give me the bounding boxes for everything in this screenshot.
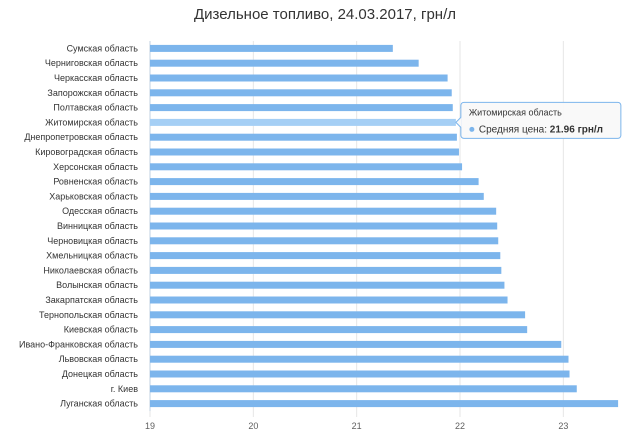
bar[interactable] xyxy=(150,340,562,348)
bar[interactable] xyxy=(150,281,505,289)
category-label: Винницкая область xyxy=(57,221,138,231)
bar[interactable] xyxy=(150,311,526,319)
category-label: Луганская область xyxy=(60,399,138,409)
bar[interactable] xyxy=(150,266,502,274)
bar[interactable] xyxy=(150,178,479,186)
tooltip-value: 21.96 грн/л xyxy=(550,124,603,135)
bar[interactable] xyxy=(150,192,484,200)
category-label: Херсонская область xyxy=(53,162,138,172)
category-label: Днепропетровская область xyxy=(24,132,138,142)
category-label: Сумская область xyxy=(67,43,139,53)
category-label: Киевская область xyxy=(64,325,139,335)
tooltip-pointer-outline xyxy=(455,117,462,128)
bar[interactable] xyxy=(150,207,497,215)
bar[interactable] xyxy=(150,222,498,230)
category-label: Кировоградская область xyxy=(35,147,138,157)
x-tick-label: 23 xyxy=(558,421,568,431)
bar[interactable] xyxy=(150,385,577,393)
bar[interactable] xyxy=(150,370,570,378)
category-label: Львовская область xyxy=(59,354,139,364)
bar[interactable] xyxy=(150,326,528,334)
tooltip-title: Житомирская область xyxy=(469,107,562,117)
category-label: Черниговская область xyxy=(45,58,138,68)
tooltip: Житомирская область Средняя цена: 21.96 г… xyxy=(455,101,622,139)
bar[interactable] xyxy=(150,148,459,156)
bar[interactable] xyxy=(150,296,508,304)
category-label: Закарпатская область xyxy=(45,295,138,305)
category-label: Хмельницкая область xyxy=(46,251,138,261)
bar[interactable] xyxy=(150,252,501,260)
bar[interactable] xyxy=(150,400,619,408)
category-label: Харьковская область xyxy=(49,191,138,201)
category-label: Черкасская область xyxy=(54,73,138,83)
category-label: Николаевская область xyxy=(43,265,138,275)
chart-title: Дизельное топливо, 24.03.2017, грн/л xyxy=(194,6,456,23)
x-tick-label: 22 xyxy=(455,421,465,431)
bar[interactable] xyxy=(150,74,448,82)
bar[interactable] xyxy=(150,44,393,52)
tooltip-series-name: Средняя цена: xyxy=(479,124,550,135)
x-tick-label: 21 xyxy=(352,421,362,431)
category-label: Житомирская область xyxy=(45,117,138,127)
category-label: Одесская область xyxy=(62,206,138,216)
tick-labels: 19 20 21 22 23 xyxy=(145,421,568,431)
bar[interactable] xyxy=(150,133,457,141)
category-label: Донецкая область xyxy=(62,369,138,379)
bar[interactable] xyxy=(150,237,499,245)
bar[interactable] xyxy=(150,89,452,97)
tooltip-series-label: Средняя цена: 21.96 грн/л xyxy=(479,124,603,135)
bar[interactable] xyxy=(150,104,453,112)
category-label: Ровненская область xyxy=(53,177,138,187)
category-labels: Сумская область Черниговская область Черка… xyxy=(19,43,138,408)
category-label: Запорожская область xyxy=(47,88,138,98)
category-label: Полтавская область xyxy=(53,103,138,113)
tooltip-pointer xyxy=(455,117,462,128)
bars xyxy=(150,44,619,408)
category-label: Тернопольская область xyxy=(39,310,138,320)
x-tick-label: 20 xyxy=(248,421,258,431)
tooltip-series-dot xyxy=(469,126,475,132)
bar[interactable] xyxy=(150,163,463,171)
category-label: г. Киев xyxy=(111,384,138,394)
x-tick-label: 19 xyxy=(145,421,155,431)
bar[interactable] xyxy=(150,355,569,363)
bar[interactable] xyxy=(150,59,419,67)
category-label: Ивано-Франковская область xyxy=(19,339,138,349)
bar[interactable] xyxy=(150,118,456,126)
category-label: Черновицкая область xyxy=(47,236,138,246)
category-label: Волынская область xyxy=(56,280,138,290)
